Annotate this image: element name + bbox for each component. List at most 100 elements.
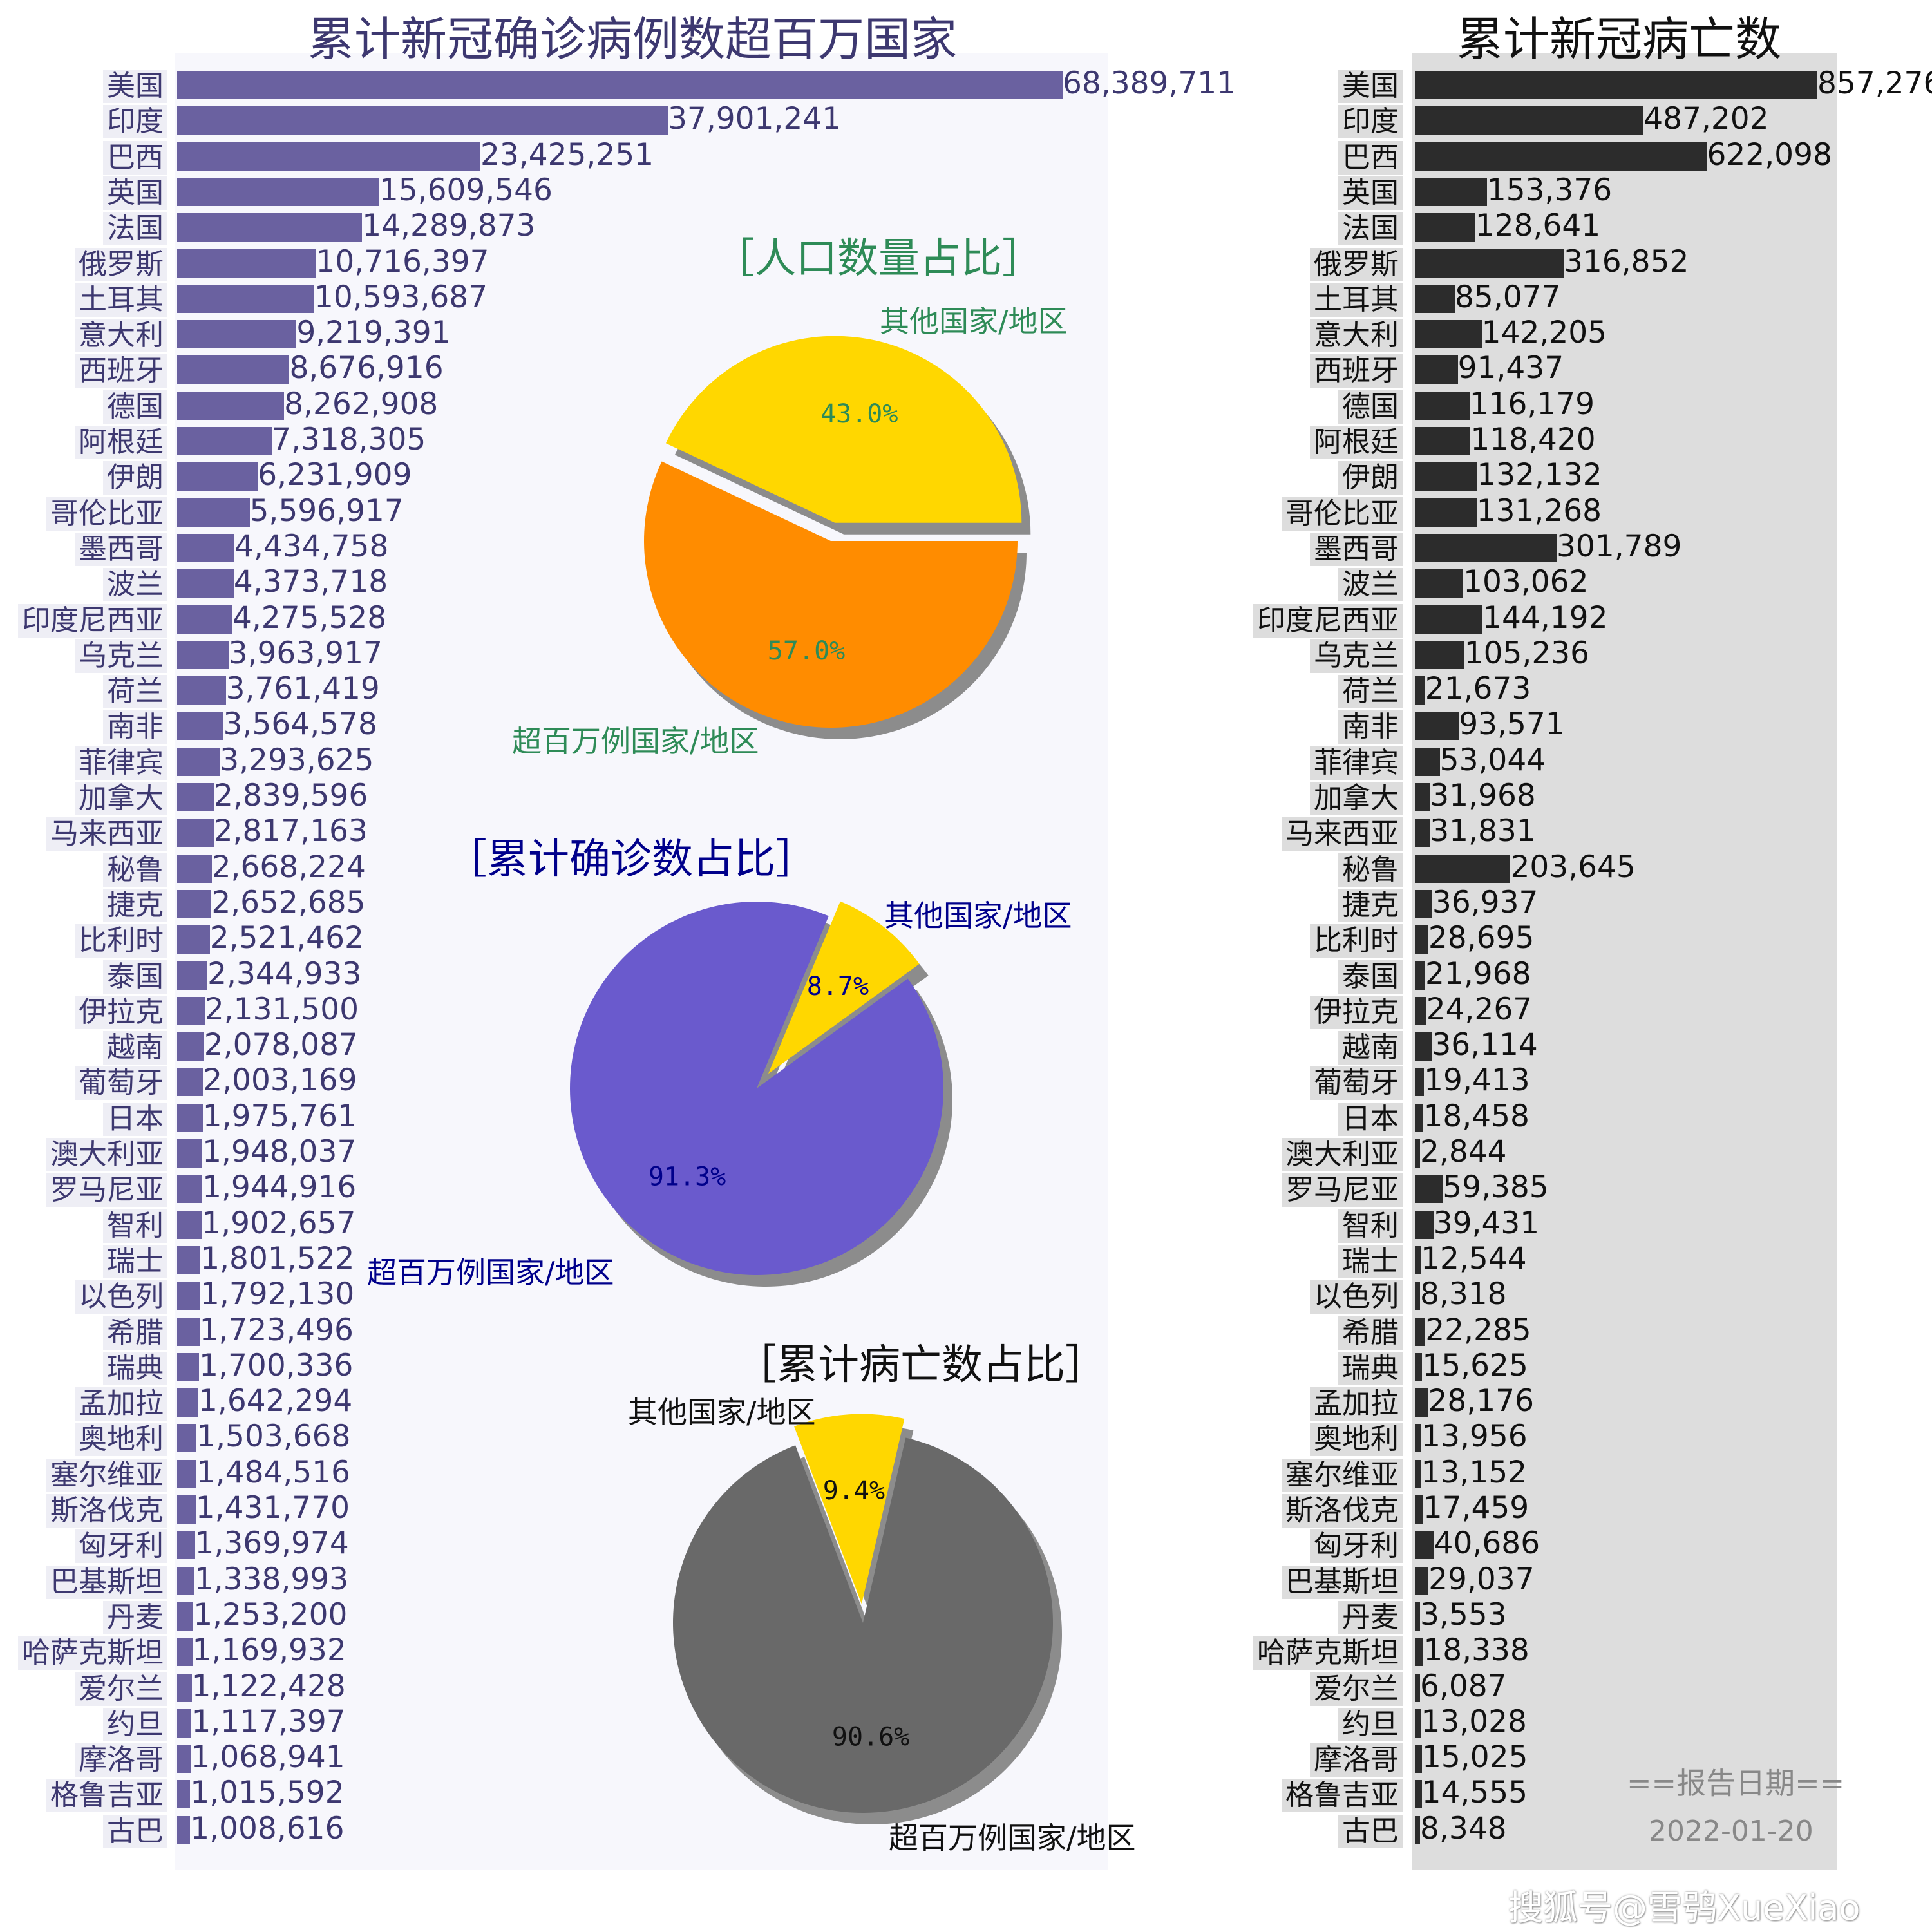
- deaths-bar: [1415, 1388, 1428, 1417]
- deaths-bar: [1415, 1103, 1424, 1132]
- cases-country-label: 菲律宾: [75, 746, 167, 780]
- deaths-value-label: 14,555: [1421, 1775, 1528, 1811]
- cases-bar: [177, 854, 212, 883]
- cases-value-label: 3,293,625: [220, 742, 374, 778]
- deaths-bar: [1415, 605, 1483, 634]
- pie-deaths-main-label: 超百万例国家/地区: [889, 1821, 1136, 1855]
- deaths-value-label: 622,098: [1707, 137, 1832, 173]
- cases-country-label: 土耳其: [75, 283, 167, 317]
- cases-bar: [177, 1815, 191, 1844]
- cases-country-label: 摩洛哥: [75, 1743, 167, 1777]
- deaths-country-label: 斯洛伐克: [1282, 1494, 1403, 1528]
- cases-value-label: 10,716,397: [316, 243, 489, 279]
- deaths-country-label: 菲律宾: [1310, 746, 1403, 780]
- deaths-value-label: 93,571: [1459, 706, 1565, 743]
- deaths-country-label: 阿根廷: [1310, 426, 1403, 459]
- cases-value-label: 68,389,711: [1063, 66, 1236, 101]
- cases-bar: [177, 1103, 203, 1132]
- deaths-country-label: 伊拉克: [1310, 995, 1403, 1029]
- deaths-bar: [1415, 889, 1432, 918]
- cases-bar: [177, 142, 480, 171]
- deaths-value-label: 29,037: [1428, 1561, 1535, 1597]
- cases-bar: [177, 1602, 194, 1631]
- cases-value-label: 2,078,087: [204, 1027, 358, 1063]
- deaths-country-label: 南非: [1338, 710, 1403, 744]
- cases-country-label: 伊拉克: [75, 995, 167, 1029]
- deaths-bar: [1415, 1638, 1424, 1667]
- deaths-country-label: 秘鲁: [1338, 853, 1403, 887]
- cases-country-label: 瑞典: [103, 1351, 167, 1385]
- cases-bar: [177, 1673, 192, 1702]
- cases-bar: [177, 1175, 203, 1204]
- cases-value-label: 3,761,419: [225, 671, 380, 707]
- deaths-bar: [1415, 320, 1482, 349]
- deaths-country-label: 泰国: [1338, 960, 1403, 994]
- cases-value-label: 1,015,592: [190, 1775, 345, 1811]
- deaths-bar: [1415, 925, 1428, 954]
- cases-value-label: 1,801,522: [200, 1240, 355, 1276]
- cases-bar: [177, 925, 210, 954]
- deaths-bar: [1415, 1352, 1423, 1381]
- cases-country-label: 格鲁吉亚: [46, 1779, 167, 1813]
- deaths-value-label: 24,267: [1426, 991, 1533, 1027]
- cases-country-label: 丹麦: [103, 1600, 167, 1634]
- deaths-value-label: 153,376: [1486, 172, 1613, 208]
- deaths-country-label: 格鲁吉亚: [1282, 1779, 1403, 1813]
- cases-country-label: 澳大利亚: [46, 1138, 167, 1171]
- cases-country-label: 葡萄牙: [75, 1066, 167, 1101]
- deaths-value-label: 18,338: [1423, 1633, 1530, 1669]
- deaths-value-label: 116,179: [1469, 386, 1595, 422]
- cases-value-label: 1,792,130: [200, 1276, 355, 1312]
- deaths-value-label: 142,205: [1481, 315, 1607, 351]
- deaths-country-label: 印度: [1338, 105, 1403, 139]
- cases-country-label: 哈萨克斯坦: [18, 1636, 167, 1671]
- cases-bar: [177, 1282, 201, 1311]
- cases-bar: [177, 427, 272, 455]
- cases-country-label: 德国: [103, 390, 167, 424]
- deaths-value-label: 59,385: [1443, 1170, 1549, 1206]
- deaths-bar: [1415, 1709, 1421, 1738]
- cases-bar: [177, 1352, 200, 1381]
- pie-percent-label: 90.6%: [832, 1723, 909, 1752]
- cases-value-label: 2,668,224: [211, 849, 366, 885]
- deaths-value-label: 31,968: [1430, 778, 1536, 813]
- pie-cases-chart: 8.7% 91.3%: [570, 901, 952, 1287]
- deaths-value-label: 53,044: [1439, 742, 1546, 778]
- deaths-country-label: 英国: [1338, 176, 1403, 210]
- cases-value-label: 2,817,163: [213, 813, 368, 849]
- pie-percent-label: 43.0%: [820, 399, 898, 429]
- deaths-value-label: 103,062: [1463, 564, 1589, 600]
- cases-bar: [177, 1638, 193, 1667]
- cases-value-label: 1,122,428: [191, 1668, 346, 1704]
- pie-slice-other: [794, 1414, 905, 1604]
- cases-country-label: 印度尼西亚: [18, 603, 167, 638]
- cases-bar: [177, 1745, 191, 1774]
- cases-bar: [177, 996, 205, 1025]
- cases-value-label: 2,003,169: [203, 1063, 357, 1099]
- deaths-country-label: 德国: [1338, 390, 1403, 424]
- cases-value-label: 1,169,932: [192, 1633, 346, 1669]
- cases-value-label: 1,008,616: [190, 1810, 345, 1846]
- deaths-country-label: 希腊: [1338, 1316, 1403, 1350]
- deaths-value-label: 85,077: [1455, 279, 1561, 315]
- pie-population-chart: 43.0% 57.0%: [644, 336, 1031, 740]
- cases-bar: [177, 177, 379, 206]
- cases-country-label: 塞尔维亚: [46, 1458, 167, 1492]
- cases-value-label: 1,944,916: [202, 1170, 357, 1206]
- deaths-country-label: 智利: [1338, 1209, 1403, 1243]
- cases-bar: [177, 783, 214, 811]
- deaths-value-label: 22,285: [1425, 1312, 1531, 1348]
- cases-value-label: 6,231,909: [258, 457, 412, 493]
- cases-value-label: 2,521,462: [209, 920, 364, 956]
- deaths-value-label: 36,114: [1432, 1027, 1538, 1063]
- cases-bar: [177, 106, 668, 135]
- deaths-bar: [1415, 1566, 1429, 1595]
- cases-bar: [177, 640, 229, 669]
- deaths-bar: [1415, 1459, 1421, 1488]
- deaths-country-label: 日本: [1338, 1102, 1403, 1136]
- deaths-bar: [1415, 1602, 1420, 1631]
- deaths-country-label: 奥地利: [1310, 1423, 1403, 1457]
- cases-value-label: 10,593,687: [314, 279, 488, 315]
- cases-bar: [177, 1495, 196, 1524]
- pie-population-title: ［人口数量占比］: [714, 235, 1043, 283]
